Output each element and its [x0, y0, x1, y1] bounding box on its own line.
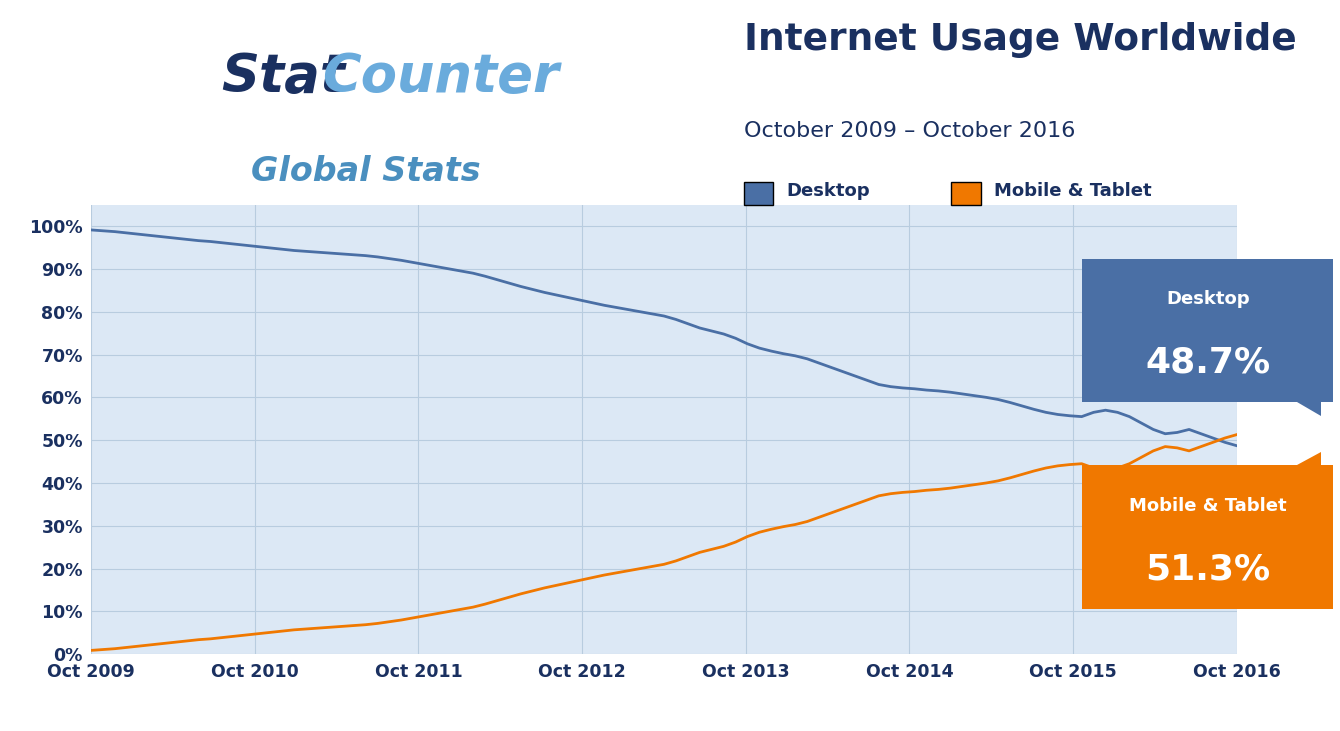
- Text: Counter: Counter: [322, 50, 559, 103]
- Text: Desktop: Desktop: [787, 182, 870, 200]
- Text: Stat: Stat: [221, 50, 346, 103]
- Text: Desktop: Desktop: [1166, 290, 1249, 308]
- Text: 48.7%: 48.7%: [1146, 345, 1270, 379]
- Text: Mobile & Tablet: Mobile & Tablet: [1128, 496, 1286, 515]
- Text: Global Stats: Global Stats: [251, 155, 480, 189]
- Text: Internet Usage Worldwide: Internet Usage Worldwide: [744, 22, 1297, 58]
- Text: October 2009 – October 2016: October 2009 – October 2016: [744, 121, 1075, 140]
- Text: 51.3%: 51.3%: [1146, 552, 1270, 586]
- Text: Mobile & Tablet: Mobile & Tablet: [994, 182, 1152, 200]
